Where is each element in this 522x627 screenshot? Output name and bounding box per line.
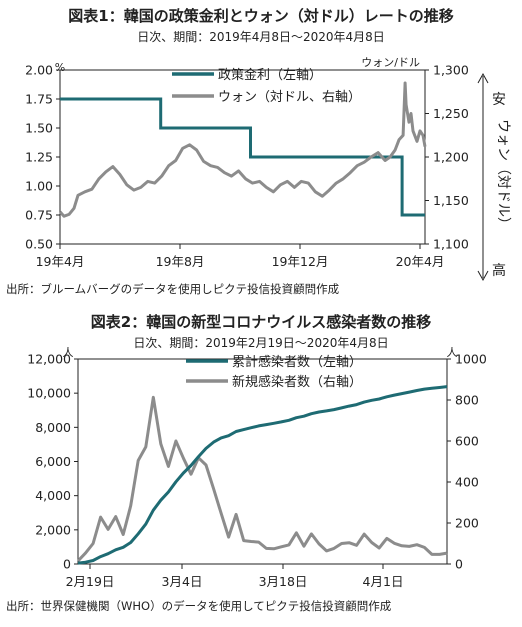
arrow-up-icon xyxy=(477,72,489,84)
chart-2-legend: 累計感染者数（左軸） 新規感染者数（右軸） xyxy=(186,354,362,390)
chart-2: 図表2：韓国の新型コロナウイルス感染者数の推移 日次、期間：2019年2月19日… xyxy=(6,313,487,613)
legend-label-won: ウォン（対ドル、右軸） xyxy=(218,90,361,105)
x-tick-label: 20年4月 xyxy=(396,254,445,269)
chart-1-x-ticks: 19年4月 19年8月 19年12月 20年4月 xyxy=(36,244,445,269)
right-tick-label: 200 xyxy=(455,516,479,531)
x-tick-label: 19年12月 xyxy=(272,254,329,269)
chart-1-left-ticks: 2.00 1.75 1.50 1.25 1.00 0.75 0.50 xyxy=(25,63,60,252)
left-tick-label: 1.50 xyxy=(25,121,53,136)
right-tick-label: 0 xyxy=(455,557,463,572)
x-tick-label: 3月18日 xyxy=(259,574,308,589)
arrow-down-icon xyxy=(477,270,489,282)
right-tick-label: 400 xyxy=(455,475,479,490)
series-policy-rate-line xyxy=(60,97,425,217)
right-tick-label: 1000 xyxy=(455,352,487,367)
won-axis-caption: ウォン（対ドル） xyxy=(495,119,511,231)
left-tick-label: 0.50 xyxy=(25,237,53,252)
left-tick-label: 2.00 xyxy=(25,63,53,78)
legend-label-policy-rate: 政策金利（左軸） xyxy=(218,67,322,83)
x-tick-label: 19年8月 xyxy=(156,254,205,269)
left-tick-label: 2,000 xyxy=(35,522,71,537)
x-tick-label: 19年4月 xyxy=(36,254,85,269)
left-tick-label: 10,000 xyxy=(27,386,71,401)
right-tick-label: 1,100 xyxy=(433,237,469,252)
left-tick-label: 8,000 xyxy=(35,420,71,435)
chart-1-title: 図表1：韓国の政策金利とウォン（対ドル）レートの推移 xyxy=(68,7,453,25)
left-tick-label: 1.75 xyxy=(25,92,53,107)
chart-1-right-ticks: 1,300 1,250 1,200 1,150 1,100 xyxy=(425,63,469,252)
chart-1-left-unit: % xyxy=(55,61,65,74)
won-direction-note: 安 ウォン（対ドル） 高 xyxy=(477,72,511,282)
series-new-cases-line xyxy=(76,395,448,562)
chart-1-source: 出所：ブルームバーグのデータを使用しピクテ投信投資顧問作成 xyxy=(6,282,340,296)
x-tick-label: 2月19日 xyxy=(66,574,115,589)
chart-2-title: 図表2：韓国の新型コロナウイルス感染者数の推移 xyxy=(91,313,431,331)
chart-2-x-ticks: 2月19日 3月4日 3月18日 4月1日 xyxy=(66,564,404,589)
right-tick-label: 600 xyxy=(455,434,479,449)
series-cumulative-cases-line xyxy=(77,385,448,565)
right-tick-label: 1,300 xyxy=(433,63,469,78)
chart-1-right-unit: ウォン/ドル xyxy=(361,56,420,69)
left-tick-label: 4,000 xyxy=(35,488,71,503)
left-tick-label: 1.25 xyxy=(25,150,53,165)
chart-2-left-ticks: 12,000 10,000 8,000 6,000 4,000 2,000 0 xyxy=(27,352,78,572)
right-tick-label: 1,150 xyxy=(433,193,469,208)
chart-2-right-ticks: 1000 800 600 400 200 0 xyxy=(447,352,487,572)
left-tick-label: 0 xyxy=(63,557,71,572)
chart-1-subtitle: 日次、期間：2019年4月8日～2020年4月8日 xyxy=(137,30,385,44)
legend-label-cumulative: 累計感染者数（左軸） xyxy=(232,354,362,370)
chart-1-legend: 政策金利（左軸） ウォン（対ドル、右軸） xyxy=(172,67,361,105)
chart-2-right-unit: 人 xyxy=(447,346,458,359)
series-won-line xyxy=(58,81,427,218)
chart-2-subtitle: 日次、期間：2019年2月19日～2020年4月8日 xyxy=(133,336,388,350)
left-tick-label: 6,000 xyxy=(35,454,71,469)
left-tick-label: 12,000 xyxy=(27,352,71,367)
chart-2-source: 出所：世界保健機関（WHO）のデータを使用してピクテ投信投資顧問作成 xyxy=(6,599,392,613)
right-tick-label: 800 xyxy=(455,393,479,408)
right-tick-label: 1,250 xyxy=(433,106,469,121)
legend-label-new-cases: 新規感染者数（右軸） xyxy=(232,374,362,390)
right-tick-label: 1,200 xyxy=(433,150,469,165)
left-tick-label: 0.75 xyxy=(25,208,53,223)
x-tick-label: 4月1日 xyxy=(363,574,404,589)
chart-2-left-unit: 人 xyxy=(63,346,74,359)
chart-1: 図表1：韓国の政策金利とウォン（対ドル）レートの推移 日次、期間：2019年4月… xyxy=(6,7,511,296)
x-tick-label: 3月4日 xyxy=(162,574,203,589)
won-weak-label: 安 xyxy=(492,92,506,108)
left-tick-label: 1.00 xyxy=(25,179,53,194)
won-strong-label: 高 xyxy=(492,262,506,279)
